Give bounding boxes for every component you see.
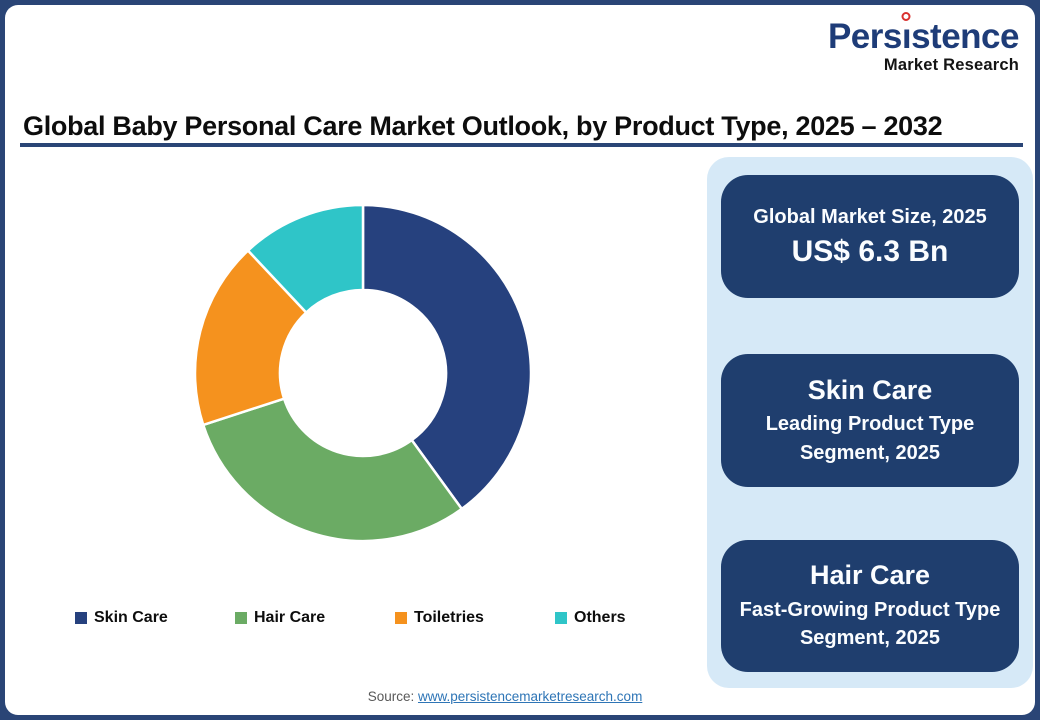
legend-item-hair-care: Hair Care bbox=[235, 609, 395, 627]
page-title: Global Baby Personal Care Market Outlook… bbox=[23, 111, 943, 141]
legend-swatch-toiletries-icon bbox=[395, 612, 407, 624]
card-leading-segment: Skin Care Leading Product Type Segment, … bbox=[721, 354, 1019, 487]
logo-letter-i: ı bbox=[902, 12, 912, 54]
legend-item-others: Others bbox=[555, 609, 715, 627]
logo-text-part1: Pers bbox=[827, 17, 902, 56]
legend-label: Hair Care bbox=[254, 609, 326, 626]
card-global-market-size: Global Market Size, 2025 US$ 6.3 Bn bbox=[721, 175, 1019, 298]
legend-item-toiletries: Toiletries bbox=[395, 609, 555, 627]
card-fast-growing-segment: Hair Care Fast-Growing Product Type Segm… bbox=[721, 540, 1019, 672]
card-title: Global Market Size, 2025 bbox=[753, 205, 987, 228]
card-title: Hair Care bbox=[809, 560, 931, 591]
legend-label: Skin Care bbox=[94, 609, 168, 626]
company-logo: Persı stence Market Research bbox=[827, 12, 1019, 74]
logo-wordmark: Persı stence bbox=[827, 12, 1019, 56]
donut-segment-others bbox=[246, 203, 365, 314]
legend-label: Toiletries bbox=[414, 609, 484, 626]
title-underline bbox=[20, 143, 1023, 147]
source-label: Source: bbox=[367, 689, 415, 704]
legend-swatch-others-icon bbox=[555, 612, 567, 624]
card-subtitle: Fast-Growing Product Type Segment, 2025 bbox=[739, 598, 1001, 650]
donut-segment-skin-care bbox=[361, 203, 533, 511]
logo-text-part2: stence bbox=[911, 17, 1019, 56]
card-value: US$ 6.3 Bn bbox=[791, 234, 949, 268]
card-subtitle: Leading Product Type Segment, 2025 bbox=[765, 413, 975, 464]
logo-red-dot-icon bbox=[901, 12, 911, 21]
legend-item-skin-care: Skin Care bbox=[75, 609, 235, 627]
card-title: Skin Care bbox=[807, 374, 933, 405]
infographic-canvas: Persı stence Market Research Global Baby … bbox=[5, 5, 1035, 715]
donut-chart bbox=[193, 203, 533, 543]
legend-label: Others bbox=[574, 609, 626, 626]
source-line: Source: www.persistencemarketresearch.co… bbox=[155, 689, 855, 704]
legend-swatch-hair-care-icon bbox=[235, 612, 247, 624]
logo-subtitle: Market Research bbox=[883, 56, 1019, 74]
sidebar-panel: Global Market Size, 2025 US$ 6.3 Bn Skin… bbox=[707, 157, 1033, 688]
donut-segment-hair-care bbox=[201, 397, 463, 543]
source-link[interactable]: www.persistencemarketresearch.com bbox=[417, 689, 643, 704]
donut-segment-toiletries bbox=[193, 249, 308, 427]
chart-legend: Skin Care Hair Care Toiletries Others bbox=[75, 609, 715, 627]
legend-swatch-skin-care-icon bbox=[75, 612, 87, 624]
